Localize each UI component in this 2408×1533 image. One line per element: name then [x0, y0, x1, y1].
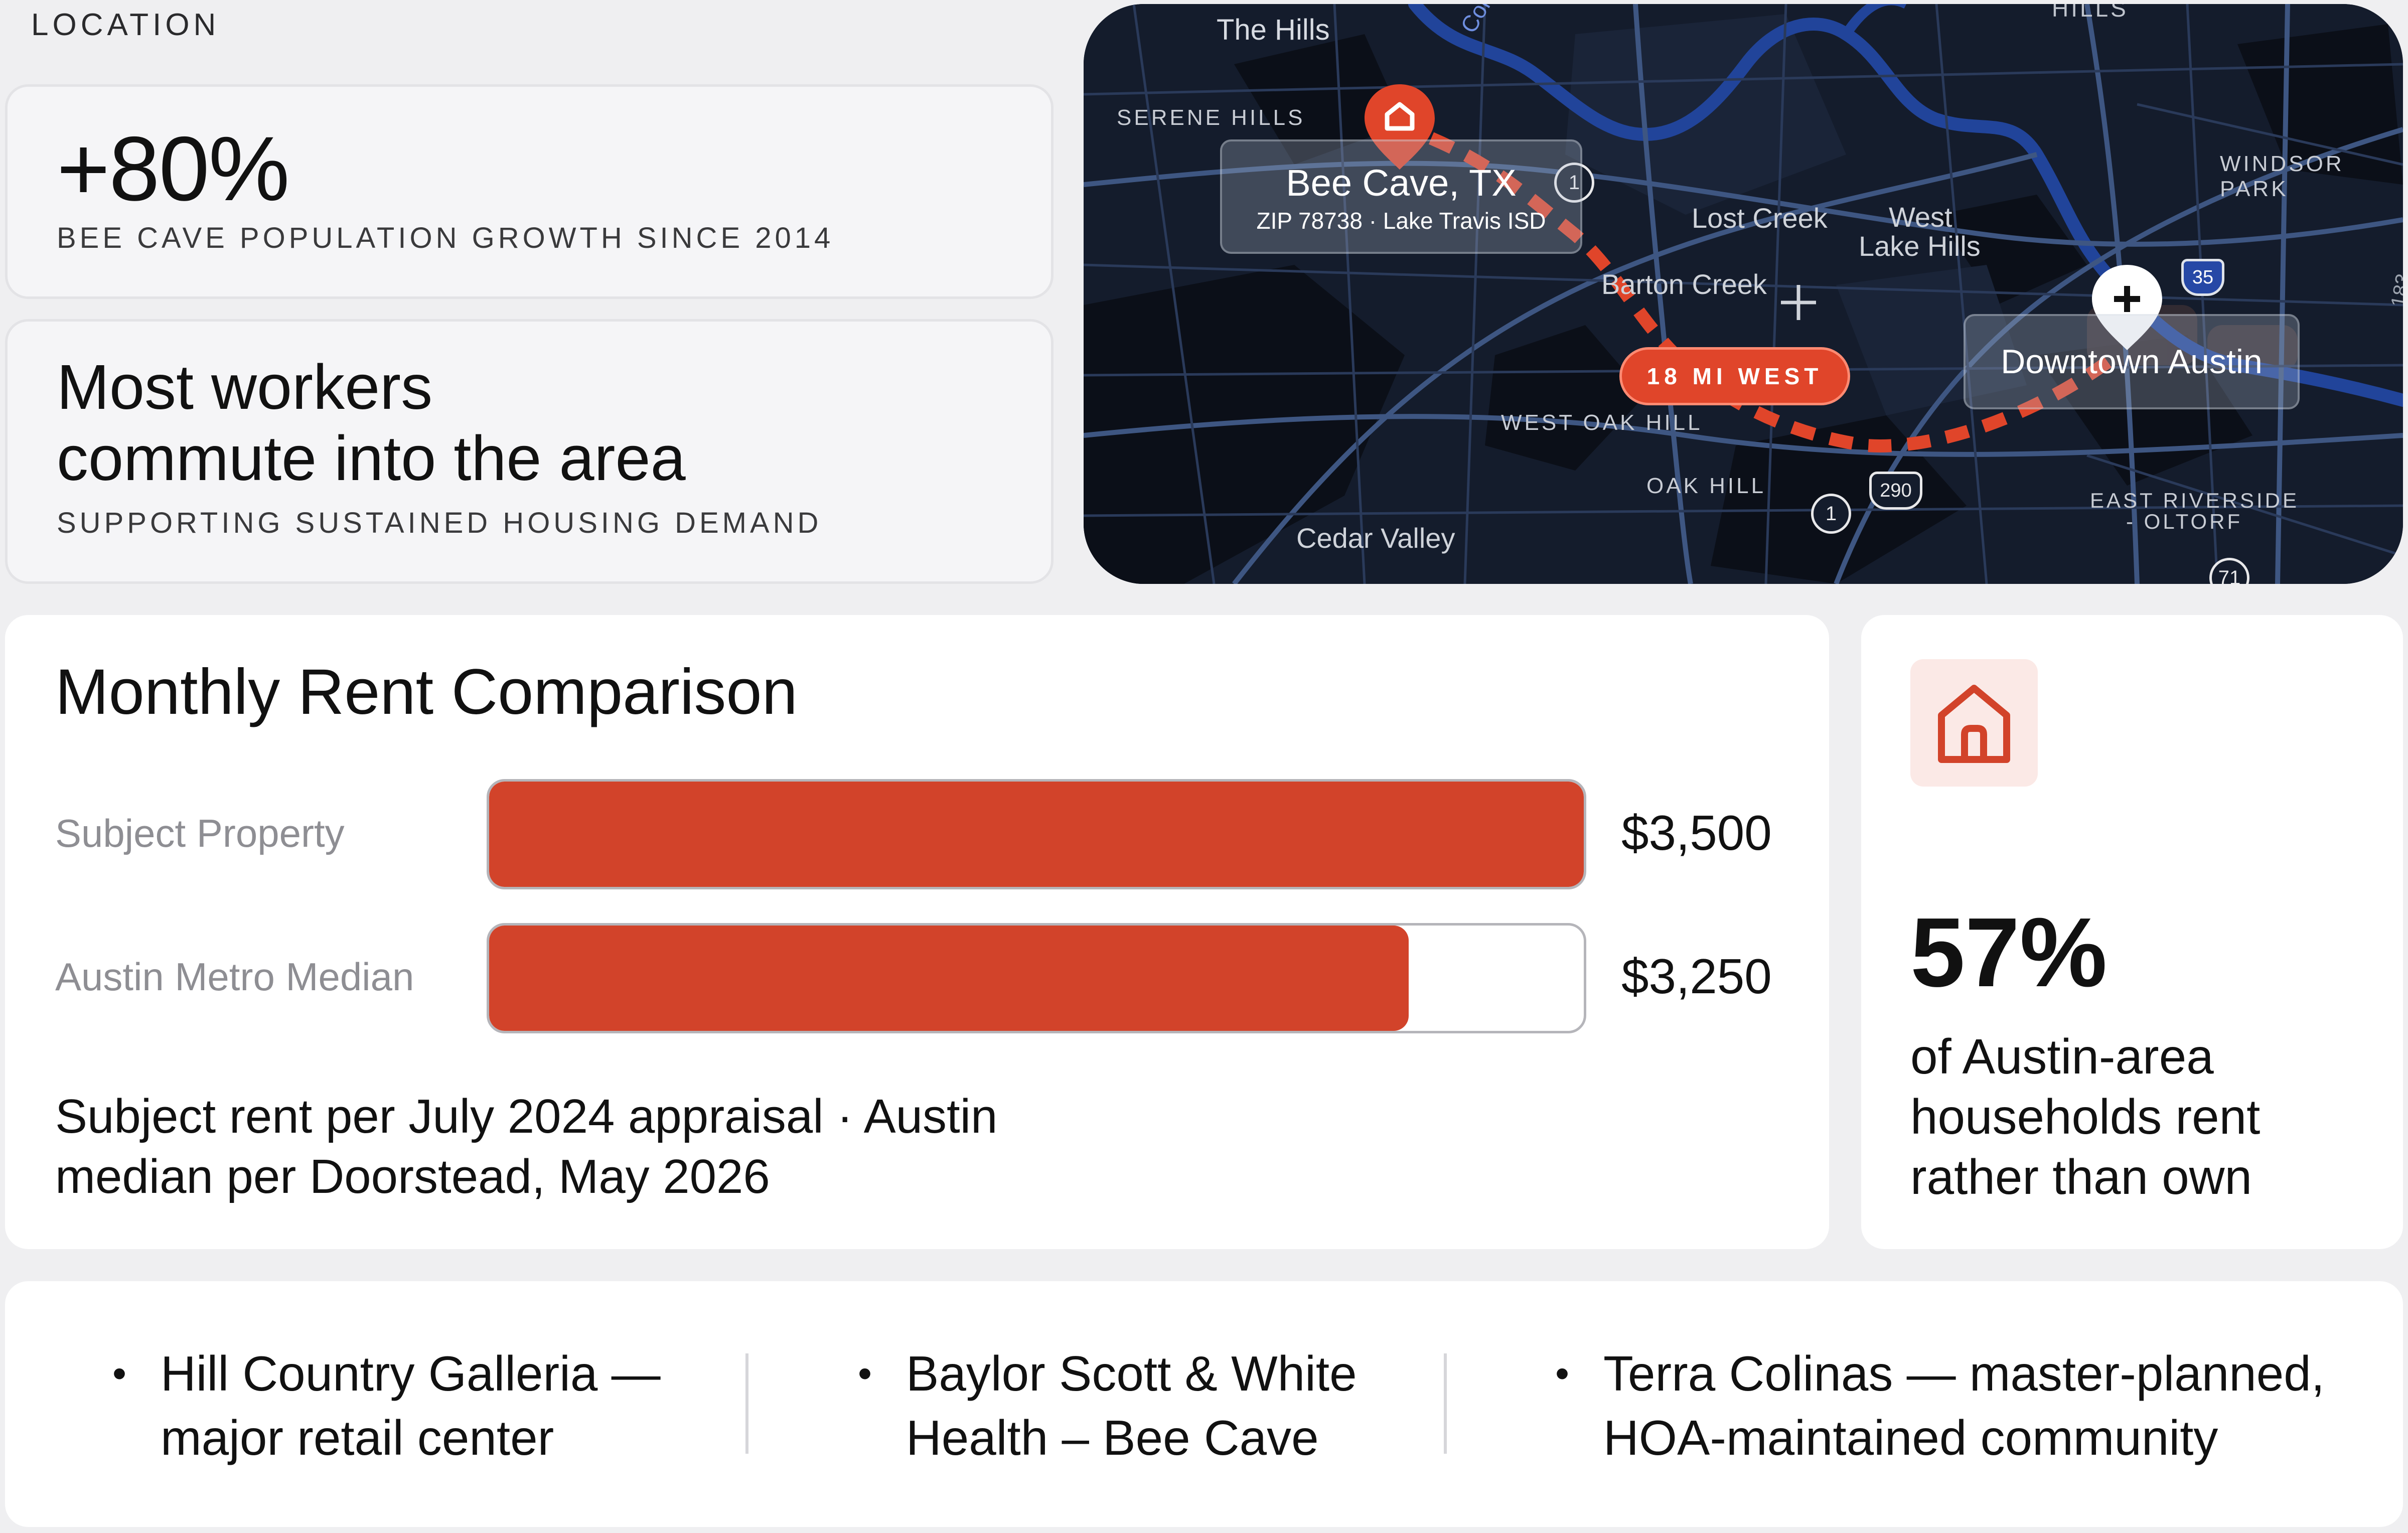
bar-track-subject — [487, 779, 1586, 889]
renters-stat-line2: households rent — [1910, 1089, 2261, 1144]
bar-value-median: $3,250 — [1621, 949, 1772, 1004]
amenity-rest: — master-planned, — [1893, 1346, 2325, 1401]
map-label-west-oak-hill: WEST OAK HILL — [1501, 410, 1703, 435]
rent-note-line2: median per Doorstead, May 2026 — [55, 1150, 770, 1203]
map-river-branch — [1842, 4, 1906, 37]
destination-callout[interactable]: Downtown Austin — [1964, 314, 2300, 409]
distance-badge: 18 MI WEST — [1619, 347, 1850, 405]
commute-headline-line2: commute into the area — [57, 423, 686, 494]
growth-value: +80% — [57, 117, 290, 220]
rent-comparison-card: Monthly Rent Comparison Subject Property… — [5, 615, 1829, 1249]
map-label-serene-hills: SERENE HILLS — [1117, 105, 1305, 130]
renters-stat-line1: of Austin-area — [1910, 1029, 2214, 1084]
map-roads — [1084, 4, 2403, 584]
house-icon-tile — [1910, 659, 2038, 787]
amenity-line2: – Bee Cave — [1048, 1410, 1319, 1465]
map-river — [1408, 4, 2403, 407]
map-label-west-lake-2: Lake Hills — [1859, 230, 1981, 262]
bar-subject-property — [489, 782, 1584, 887]
origin-subtitle: ZIP 78738 · Lake Travis ISD — [1256, 208, 1546, 234]
bullet-icon: • — [112, 1351, 127, 1396]
amenity-item: • Hill Country Galleria — major retail c… — [112, 1341, 661, 1470]
bar-austin-metro-median — [489, 926, 1409, 1031]
highway-shield-1-south: 1 — [1811, 494, 1851, 534]
highway-shield-35: 35 — [2181, 259, 2224, 296]
amenity-name: Baylor Scott & White — [906, 1346, 1357, 1401]
amenity-name: Hill Country Galleria — [161, 1346, 598, 1401]
location-map[interactable]: The Hills Colorado HILLS SERENE HILLS WI… — [1084, 4, 2403, 584]
origin-pin[interactable] — [1365, 84, 1435, 170]
growth-caption: BEE CAVE POPULATION GROWTH SINCE 2014 — [57, 222, 834, 254]
amenity-line2: major retail center — [161, 1410, 554, 1465]
map-label-cedar-valley: Cedar Valley — [1296, 522, 1455, 554]
rent-note-line1: Subject rent per July 2024 appraisal · A… — [55, 1090, 998, 1143]
commute-headline-line1: Most workers — [57, 352, 433, 422]
growth-card: +80% BEE CAVE POPULATION GROWTH SINCE 20… — [5, 84, 1054, 299]
amenities-card: • Hill Country Galleria — major retail c… — [5, 1281, 2403, 1527]
map-label-east-riverside-1: EAST RIVERSIDE — [2090, 489, 2299, 512]
destination-pin[interactable] — [2092, 265, 2162, 350]
house-icon — [1938, 685, 2010, 763]
bullet-icon: • — [858, 1351, 872, 1396]
map-canvas — [1084, 4, 2403, 584]
renters-stat-value: 57% — [1910, 897, 2108, 1007]
map-label-barton-creek: Barton Creek — [1601, 268, 1767, 300]
amenity-line2: HOA-maintained community — [1603, 1410, 2218, 1465]
bullet-icon: • — [1555, 1351, 1570, 1396]
amenity-item: • Terra Colinas — master-planned, HOA-ma… — [1555, 1341, 2325, 1470]
map-label-the-hills: The Hills — [1217, 14, 1330, 46]
map-label-west-lake-1: West — [1889, 201, 1952, 233]
chart-title: Monthly Rent Comparison — [55, 656, 798, 728]
renters-card: 57% of Austin-area households rent rathe… — [1861, 615, 2403, 1249]
highway-shield-1-north: 1 — [1554, 163, 1594, 203]
origin-callout[interactable]: Bee Cave, TX ZIP 78738 · Lake Travis ISD — [1220, 139, 1582, 254]
section-label: LOCATION — [31, 8, 220, 42]
amenity-rest: — — [597, 1346, 661, 1401]
bar-value-subject: $3,500 — [1621, 805, 1772, 860]
commute-caption: SUPPORTING SUSTAINED HOUSING DEMAND — [57, 507, 822, 539]
map-label-east-riverside-2: - OLTORF — [2126, 510, 2243, 533]
park-marker-icon — [1781, 285, 1816, 320]
highway-shield-290: 290 — [1869, 472, 1922, 510]
origin-title: Bee Cave, TX — [1286, 162, 1517, 204]
row-label-median: Austin Metro Median — [55, 955, 414, 999]
map-label-lost-creek: Lost Creek — [1692, 202, 1828, 234]
map-label-windsor-park: WINDSOR PARK — [2220, 151, 2344, 201]
amenity-divider — [1444, 1353, 1447, 1454]
amenity-line2-bold: Health — [906, 1410, 1048, 1465]
amenity-item: • Baylor Scott & White Health – Bee Cave — [858, 1341, 1357, 1470]
commute-card: Most workers commute into the area SUPPO… — [5, 319, 1054, 584]
map-label-oak-hill: OAK HILL — [1646, 474, 1766, 498]
amenity-name: Terra Colinas — [1603, 1346, 1893, 1401]
renters-stat-line3: rather than own — [1910, 1149, 2252, 1204]
commute-route — [1392, 118, 2121, 452]
map-label-hills: HILLS — [2052, 4, 2129, 22]
amenity-divider — [745, 1353, 748, 1454]
bar-track-median — [487, 923, 1586, 1033]
row-label-subject: Subject Property — [55, 811, 345, 855]
